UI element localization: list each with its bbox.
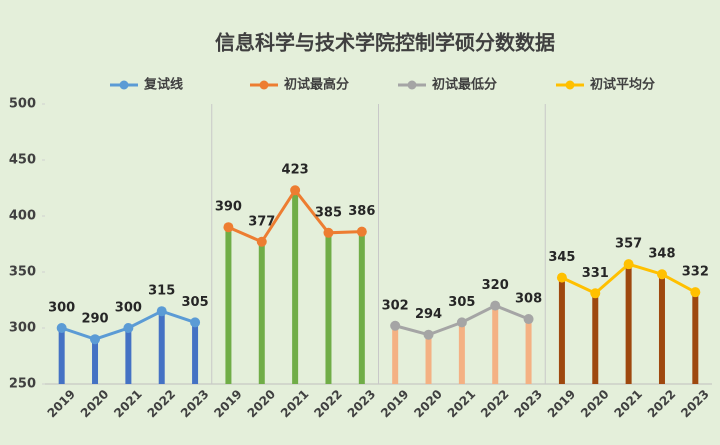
- legend-marker: [119, 80, 129, 90]
- bar: [592, 293, 599, 384]
- y-tick-label: 350: [9, 265, 36, 280]
- data-label: 345: [548, 250, 575, 265]
- legend-label: 初试平均分: [590, 77, 655, 93]
- marker: [290, 185, 301, 196]
- legend-marker: [407, 80, 417, 90]
- legend-label: 初试最低分: [432, 77, 497, 93]
- data-label: 390: [215, 200, 242, 215]
- marker: [656, 269, 667, 280]
- data-label: 300: [115, 301, 142, 316]
- bar: [58, 328, 65, 384]
- bar: [225, 227, 232, 384]
- bar: [625, 264, 632, 384]
- bar: [258, 241, 265, 384]
- marker: [523, 314, 534, 325]
- marker: [190, 317, 201, 328]
- data-label: 386: [348, 204, 375, 219]
- data-label: 315: [148, 284, 175, 299]
- data-label: 302: [382, 298, 409, 313]
- bar: [92, 339, 99, 384]
- y-tick-label: 450: [9, 153, 36, 168]
- data-label: 320: [482, 278, 509, 293]
- bar: [292, 190, 299, 384]
- bar: [425, 334, 432, 384]
- marker: [90, 334, 101, 345]
- data-label: 348: [648, 247, 675, 262]
- marker: [423, 329, 434, 340]
- data-label: 377: [248, 214, 275, 229]
- marker: [56, 323, 67, 333]
- marker: [123, 323, 134, 333]
- marker: [323, 227, 334, 238]
- marker: [590, 288, 601, 299]
- bar: [158, 311, 165, 384]
- data-label: 423: [282, 163, 309, 178]
- data-label: 305: [182, 295, 209, 310]
- bar: [325, 232, 332, 384]
- legend-label: 复试线: [143, 77, 183, 93]
- bar: [492, 305, 499, 384]
- bar: [692, 292, 699, 384]
- legend-label: 初试最高分: [284, 77, 349, 93]
- y-tick-label: 250: [9, 377, 36, 392]
- data-label: 385: [315, 205, 342, 220]
- marker: [223, 222, 234, 233]
- bar: [525, 319, 532, 384]
- marker: [623, 259, 634, 270]
- data-label: 305: [448, 295, 475, 310]
- data-label: 332: [682, 265, 709, 280]
- marker: [390, 320, 401, 331]
- marker: [256, 236, 267, 247]
- data-label: 294: [415, 307, 442, 322]
- marker: [156, 306, 167, 317]
- marker: [356, 226, 367, 237]
- bar: [358, 231, 365, 384]
- y-tick-label: 500: [9, 97, 36, 112]
- data-label: 300: [48, 301, 75, 316]
- bar: [458, 322, 465, 384]
- bar: [392, 325, 399, 384]
- data-label: 290: [81, 312, 108, 327]
- bar: [658, 274, 665, 384]
- data-label: 331: [582, 266, 609, 281]
- data-label: 357: [615, 237, 642, 252]
- marker: [556, 272, 567, 283]
- data-label: 308: [515, 292, 542, 307]
- bar: [192, 322, 199, 384]
- bar: [125, 328, 132, 384]
- marker: [490, 300, 501, 311]
- y-tick-label: 400: [9, 209, 36, 224]
- marker: [690, 287, 701, 298]
- bar: [558, 277, 565, 384]
- marker: [456, 317, 467, 328]
- chart-title: 信息科学与技术学院控制学硕分数数据: [215, 31, 555, 55]
- y-tick-label: 300: [9, 321, 36, 336]
- legend-marker: [565, 80, 575, 90]
- legend-marker: [259, 80, 269, 90]
